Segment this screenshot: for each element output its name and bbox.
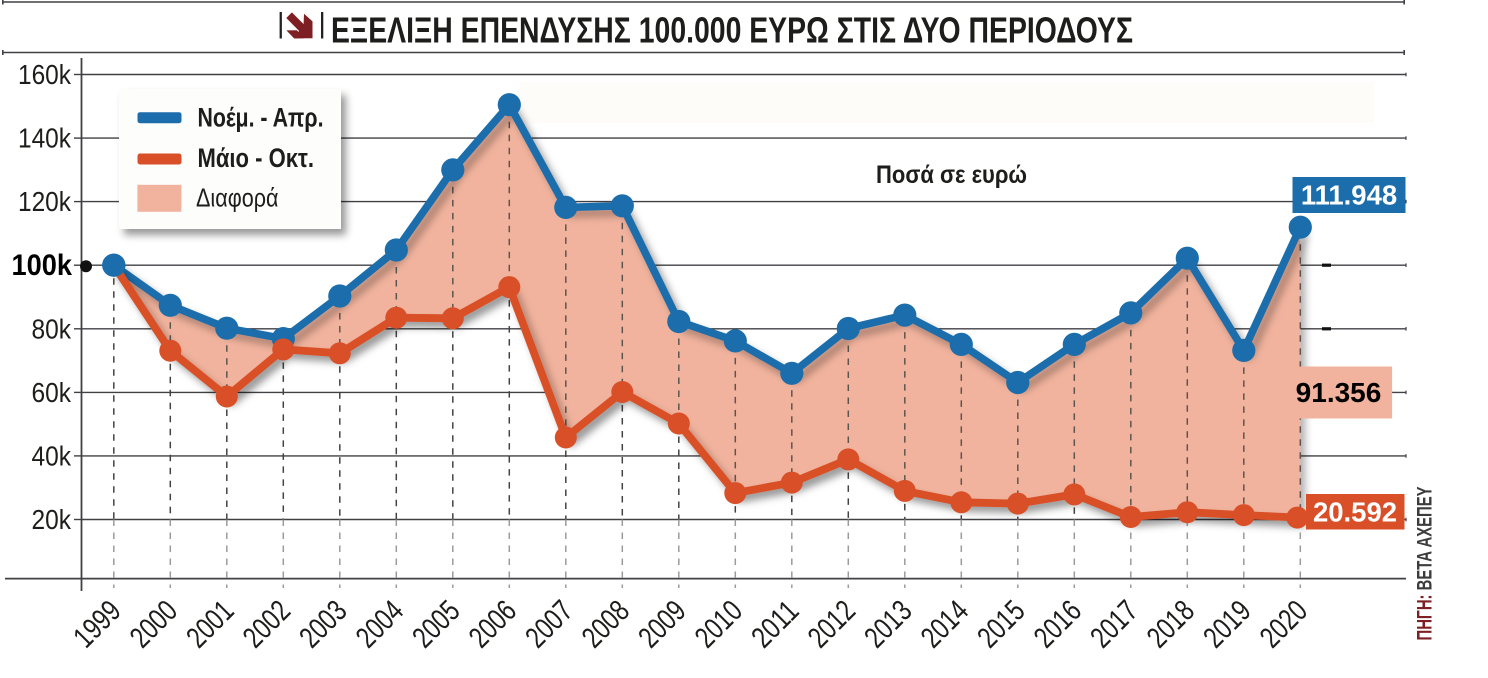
svg-text:160k: 160k [18, 59, 72, 90]
svg-text:111.948: 111.948 [1301, 180, 1397, 211]
svg-text:Διαφορά: Διαφορά [196, 183, 279, 213]
svg-text:Ποσά σε ευρώ: Ποσά σε ευρώ [876, 161, 1027, 189]
svg-text:100k: 100k [12, 249, 73, 282]
svg-text:80k: 80k [32, 313, 72, 344]
svg-text:40k: 40k [32, 440, 72, 471]
svg-text:140k: 140k [18, 123, 72, 154]
svg-text:20.592: 20.592 [1313, 497, 1397, 528]
svg-text:60k: 60k [32, 377, 72, 408]
svg-text:ΕΞΕΛΙΞΗ ΕΠΕΝΔΥΣΗΣ 100.000 ΕΥΡΩ: ΕΞΕΛΙΞΗ ΕΠΕΝΔΥΣΗΣ 100.000 ΕΥΡΩ ΣΤΙΣ ΔΥΟ … [331, 10, 1133, 51]
svg-text:91.356: 91.356 [1296, 377, 1382, 408]
svg-text:ΠΗΓΗ: BETA ΑΧΕΠΕΥ: ΠΗΓΗ: BETA ΑΧΕΠΕΥ [1414, 487, 1437, 641]
svg-text:120k: 120k [18, 186, 72, 217]
svg-text:20k: 20k [32, 504, 72, 535]
svg-text:Μάιο - Οκτ.: Μάιο - Οκτ. [198, 143, 315, 173]
svg-text:Νοέμ. - Απρ.: Νοέμ. - Απρ. [198, 102, 324, 132]
